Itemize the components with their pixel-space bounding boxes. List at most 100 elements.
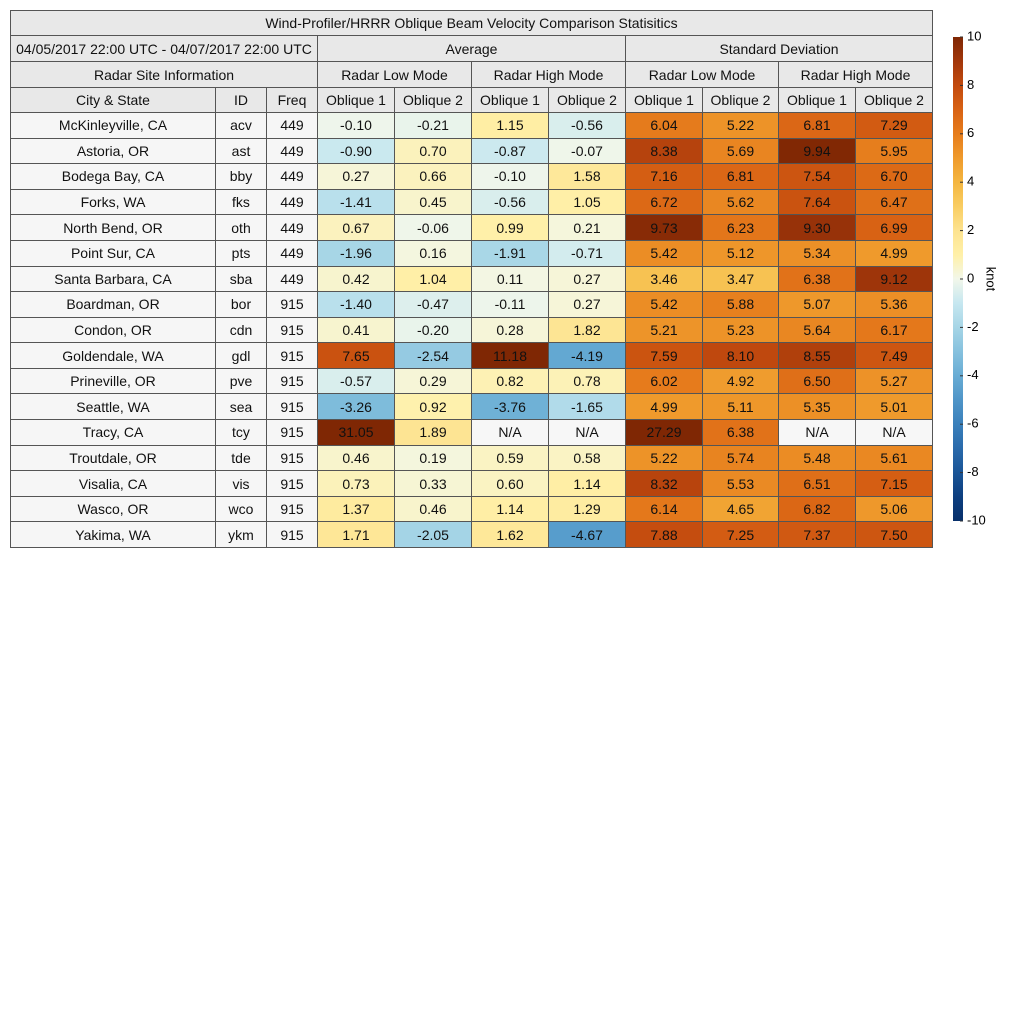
mode-header: Radar Low Mode <box>625 61 779 88</box>
column-header: Oblique 1 <box>778 87 856 113</box>
value-cell: 7.49 <box>855 342 933 369</box>
site-cell: Bodega Bay, CA <box>10 163 216 190</box>
value-cell: N/A <box>855 419 933 446</box>
site-cell: Forks, WA <box>10 188 216 216</box>
value-cell: -0.21 <box>394 112 472 139</box>
value-cell: -4.19 <box>548 342 626 369</box>
site-cell: 915 <box>266 291 318 318</box>
value-cell: 8.10 <box>702 342 779 369</box>
colorbar-tick-label: 10 <box>967 28 981 43</box>
value-cell: 0.27 <box>548 265 626 293</box>
colorbar-tick-label: 2 <box>967 222 974 237</box>
value-cell: N/A <box>778 419 856 446</box>
value-cell: 0.99 <box>471 214 549 241</box>
value-cell: 6.81 <box>778 112 856 139</box>
value-cell: 0.19 <box>394 444 472 472</box>
colorbar-tick-label: 6 <box>967 125 974 140</box>
value-cell: -0.11 <box>471 291 549 318</box>
value-cell: 9.73 <box>625 214 703 241</box>
value-cell: 8.55 <box>778 342 856 369</box>
value-cell: 1.14 <box>471 495 549 523</box>
value-cell: 5.22 <box>625 444 703 472</box>
value-cell: 0.29 <box>394 367 472 395</box>
value-cell: 7.29 <box>855 112 933 139</box>
value-cell: 0.21 <box>548 214 626 241</box>
value-cell: -1.41 <box>317 188 395 216</box>
value-cell: 0.27 <box>548 291 626 318</box>
value-cell: 31.05 <box>317 419 395 446</box>
value-cell: 6.38 <box>702 419 779 446</box>
value-cell: 6.38 <box>778 265 856 293</box>
site-cell: acv <box>215 112 267 139</box>
site-cell: Condon, OR <box>10 316 216 344</box>
colorbar-tick-label: -4 <box>967 367 979 382</box>
colorbar-tick-label: 8 <box>967 77 974 92</box>
group-header: Average <box>317 35 626 62</box>
value-cell: 0.42 <box>317 265 395 293</box>
date-range: 04/05/2017 22:00 UTC - 04/07/2017 22:00 … <box>10 35 318 62</box>
value-cell: 1.14 <box>548 470 626 497</box>
value-cell: N/A <box>471 419 549 446</box>
value-cell: 7.88 <box>625 521 703 548</box>
site-cell: 915 <box>266 470 318 497</box>
value-cell: 9.30 <box>778 214 856 241</box>
value-cell: 6.17 <box>855 316 933 344</box>
value-cell: 5.06 <box>855 495 933 523</box>
colorbar-tick-label: 4 <box>967 174 974 189</box>
mode-header: Radar Low Mode <box>317 61 472 88</box>
value-cell: 4.99 <box>625 393 703 421</box>
value-cell: -1.65 <box>548 393 626 421</box>
site-cell: oth <box>215 214 267 241</box>
value-cell: 5.64 <box>778 316 856 344</box>
site-cell: Santa Barbara, CA <box>10 265 216 293</box>
site-cell: ast <box>215 137 267 165</box>
column-header: Oblique 2 <box>855 87 933 113</box>
value-cell: 0.70 <box>394 137 472 165</box>
value-cell: 0.45 <box>394 188 472 216</box>
value-cell: -0.07 <box>548 137 626 165</box>
site-cell: 449 <box>266 239 318 267</box>
value-cell: 1.89 <box>394 419 472 446</box>
group-header: Standard Deviation <box>625 35 933 62</box>
value-cell: -1.96 <box>317 239 395 267</box>
value-cell: 6.99 <box>855 214 933 241</box>
value-cell: 8.38 <box>625 137 703 165</box>
site-cell: 915 <box>266 367 318 395</box>
value-cell: -4.67 <box>548 521 626 548</box>
value-cell: 5.42 <box>625 291 703 318</box>
column-header: Oblique 2 <box>702 87 779 113</box>
site-cell: Astoria, OR <box>10 137 216 165</box>
value-cell: 0.11 <box>471 265 549 293</box>
value-cell: 0.82 <box>471 367 549 395</box>
site-cell: 449 <box>266 163 318 190</box>
value-cell: 7.65 <box>317 342 395 369</box>
value-cell: N/A <box>548 419 626 446</box>
site-cell: ykm <box>215 521 267 548</box>
value-cell: 0.27 <box>317 163 395 190</box>
value-cell: 5.61 <box>855 444 933 472</box>
value-cell: 8.32 <box>625 470 703 497</box>
value-cell: 5.69 <box>702 137 779 165</box>
value-cell: 11.18 <box>471 342 549 369</box>
value-cell: 7.15 <box>855 470 933 497</box>
site-cell: 915 <box>266 444 318 472</box>
site-cell: 915 <box>266 521 318 548</box>
site-cell: 915 <box>266 419 318 446</box>
value-cell: 1.05 <box>548 188 626 216</box>
value-cell: 1.29 <box>548 495 626 523</box>
value-cell: -0.71 <box>548 239 626 267</box>
value-cell: 6.70 <box>855 163 933 190</box>
site-cell: tde <box>215 444 267 472</box>
value-cell: 7.54 <box>778 163 856 190</box>
value-cell: 5.01 <box>855 393 933 421</box>
value-cell: 7.16 <box>625 163 703 190</box>
site-cell: 915 <box>266 495 318 523</box>
site-cell: wco <box>215 495 267 523</box>
value-cell: -1.91 <box>471 239 549 267</box>
value-cell: 1.62 <box>471 521 549 548</box>
value-cell: 0.33 <box>394 470 472 497</box>
value-cell: -1.40 <box>317 291 395 318</box>
value-cell: 0.41 <box>317 316 395 344</box>
value-cell: 1.04 <box>394 265 472 293</box>
